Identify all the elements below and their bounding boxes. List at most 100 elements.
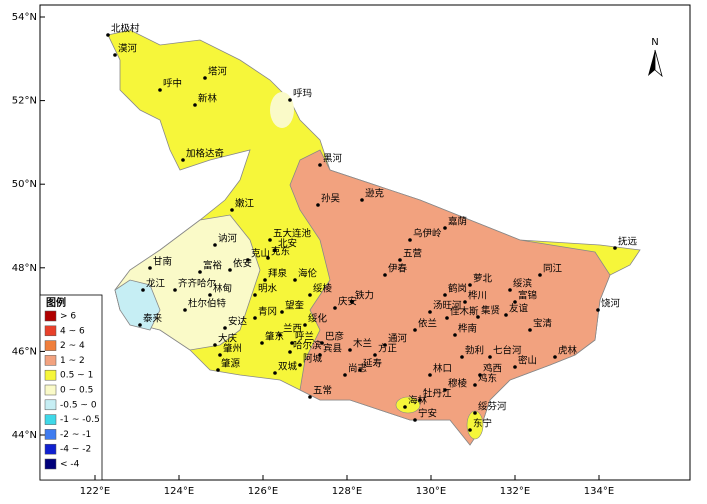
station-label: 林口 xyxy=(433,363,452,375)
station-dot xyxy=(360,198,364,202)
station-dot xyxy=(513,365,517,369)
station-label: 延寿 xyxy=(363,358,382,370)
station-label: 甘南 xyxy=(153,256,172,268)
station-label: 明水 xyxy=(258,283,278,295)
station-label: 汤旺河 xyxy=(433,300,462,312)
station-dot xyxy=(443,226,447,230)
station-dot xyxy=(198,270,202,274)
lon-tick-label: 126°E xyxy=(248,486,278,497)
station-label: 集贤 xyxy=(481,305,501,317)
north-arrow-right xyxy=(654,49,663,78)
station-dot xyxy=(476,315,480,319)
station-dot xyxy=(308,293,312,297)
station-label: 阿城 xyxy=(303,354,323,365)
lat-tick-label: 54°N xyxy=(12,12,37,23)
station-label: 海伦 xyxy=(298,268,318,280)
station-dot xyxy=(223,326,227,330)
station-dot xyxy=(290,341,294,345)
station-label: 宾县 xyxy=(323,343,342,355)
station-dot xyxy=(303,323,307,327)
station-dot xyxy=(280,310,284,314)
station-label: 克东 xyxy=(271,246,290,258)
station-label: 林甸 xyxy=(213,283,232,295)
station-dot xyxy=(318,353,322,357)
station-label: 嘉荫 xyxy=(448,216,467,228)
station-dot xyxy=(253,293,257,297)
station-label: 虎林 xyxy=(558,345,578,357)
station-dot xyxy=(463,300,467,304)
station-dot xyxy=(443,388,447,392)
station-dot xyxy=(413,328,417,332)
station-dot xyxy=(403,405,407,409)
legend-swatch xyxy=(44,340,57,351)
station-dot xyxy=(273,371,277,375)
station-label: 大庆 xyxy=(218,333,238,345)
station-dot xyxy=(460,355,464,359)
legend-swatch xyxy=(44,384,57,396)
station-label: 肇州 xyxy=(223,343,242,355)
station-label: 佳木斯 xyxy=(450,306,479,318)
station-dot xyxy=(218,353,222,357)
legend-label: -4 ~ -2 xyxy=(60,445,91,455)
station-label: 肇东 xyxy=(265,331,284,343)
station-dot xyxy=(443,293,447,297)
station-label: 黑河 xyxy=(323,153,343,165)
station-dot xyxy=(596,308,600,312)
lon-tick-label: 124°E xyxy=(164,486,194,497)
station-label: 兰西 xyxy=(283,323,302,335)
station-dot xyxy=(181,158,185,162)
station-label: 宝清 xyxy=(533,318,553,330)
station-label: 逊克 xyxy=(365,189,385,200)
station-label: 庆安 xyxy=(338,296,357,308)
legend-swatch xyxy=(44,325,57,337)
station-label: 孙吴 xyxy=(321,193,341,205)
station-label: 鸡西 xyxy=(483,363,502,375)
station-label: 肇源 xyxy=(221,358,241,370)
station-label: 通河 xyxy=(388,333,408,345)
station-dot xyxy=(508,288,512,292)
station-dot xyxy=(413,418,417,422)
station-dot xyxy=(318,163,322,167)
station-label: 加格达奇 xyxy=(186,148,225,160)
station-label: 勃利 xyxy=(465,345,484,357)
north-arrow: N xyxy=(648,37,663,78)
station-dot xyxy=(418,398,422,402)
legend-label: 1 ~ 2 xyxy=(60,356,85,366)
station-dot xyxy=(343,373,347,377)
station-dot xyxy=(468,428,472,432)
station-dot xyxy=(138,323,142,327)
station-dot xyxy=(528,328,532,332)
station-dot xyxy=(208,293,212,297)
north-arrow-left xyxy=(648,50,655,76)
station-label: 友谊 xyxy=(509,303,529,315)
station-label: 五常 xyxy=(313,385,332,397)
station-dot xyxy=(428,310,432,314)
station-label: 海林 xyxy=(408,395,428,407)
legend-label: 0.5 ~ 1 xyxy=(60,371,93,381)
lon-tick-label: 134°E xyxy=(584,486,614,497)
station-label: 呼玛 xyxy=(293,89,312,100)
legend-swatch xyxy=(44,355,57,366)
station-dot xyxy=(228,268,232,272)
station-dot xyxy=(141,288,145,292)
station-dot xyxy=(263,278,267,282)
station-dot xyxy=(266,256,270,260)
station-label: 巴彦 xyxy=(325,331,344,343)
station-dot xyxy=(348,348,352,352)
station-label: 泰来 xyxy=(143,313,163,325)
station-dot xyxy=(473,383,477,387)
legend-label: 2 ~ 4 xyxy=(60,341,85,351)
region-lightblue xyxy=(114,279,161,331)
legend-swatch xyxy=(44,443,57,455)
station-dot xyxy=(203,76,207,80)
lat-tick-label: 52°N xyxy=(12,96,37,107)
station-label: 嫩江 xyxy=(235,198,255,210)
station-label: 鸡东 xyxy=(478,373,497,385)
station-label: 穆棱 xyxy=(448,378,468,390)
station-label: 铁力 xyxy=(355,290,374,302)
station-label: 五大连池 xyxy=(273,228,312,240)
station-dot xyxy=(383,273,387,277)
legend-swatch xyxy=(44,429,57,440)
station-dot xyxy=(268,238,272,242)
station-label: 齐齐哈尔 xyxy=(178,278,217,290)
